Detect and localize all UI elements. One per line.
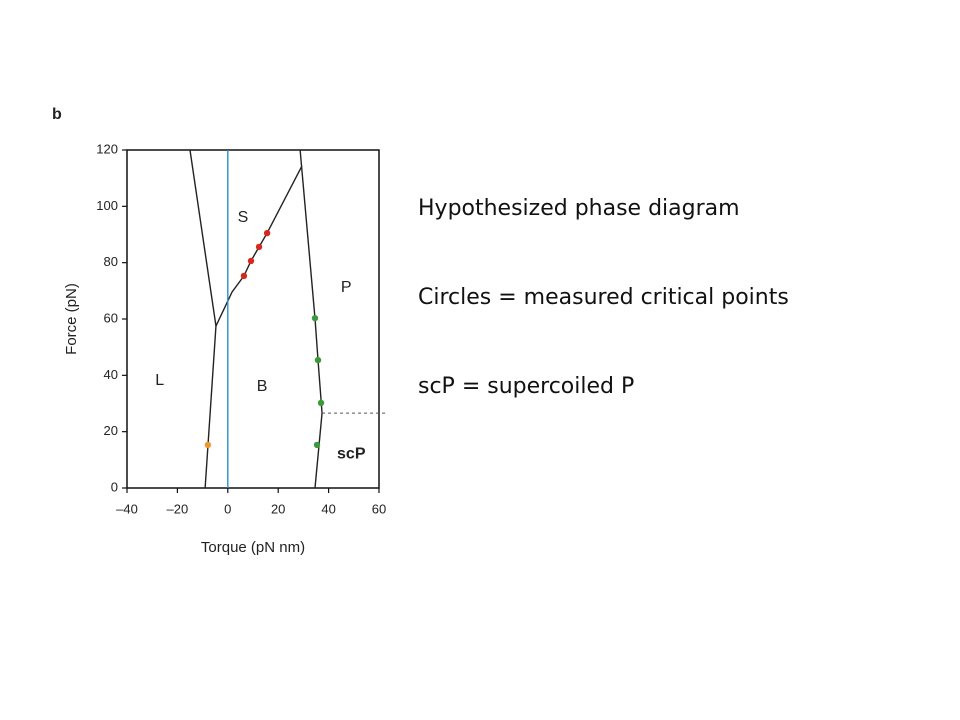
x-tick-label: –20 [167, 501, 189, 516]
critical-point [255, 243, 263, 251]
notes: Hypothesized phase diagram Circles = meas… [418, 196, 789, 463]
y-tick-label: 100 [96, 198, 118, 213]
critical-point [317, 399, 325, 407]
critical-point [263, 229, 271, 237]
x-tick-label: 20 [271, 501, 285, 516]
y-axis-label: Force (pN) [63, 283, 80, 355]
boundary-line [189, 149, 217, 489]
x-tick-label: 40 [321, 501, 335, 516]
critical-point [240, 272, 248, 280]
plot-frame [126, 149, 380, 489]
y-tick-label: 80 [104, 254, 118, 269]
region-label: B [257, 378, 268, 395]
y-tick-label: 40 [104, 367, 118, 382]
critical-point [247, 257, 255, 265]
region-label: P [341, 279, 352, 296]
x-tick-label: –40 [116, 501, 138, 516]
critical-point [204, 441, 212, 449]
x-axis-label: Torque (pN nm) [201, 539, 305, 556]
y-tick-label: 60 [104, 310, 118, 325]
y-tick-label: 120 [96, 141, 118, 156]
y-tick-label: 20 [104, 423, 118, 438]
region-label: scP [337, 445, 366, 462]
region-label: L [155, 372, 164, 389]
region-label: S [238, 209, 249, 226]
chart: b Torque (pN nm) Force (pN) –40 –20 0 20 40 6… [52, 106, 387, 556]
x-tick-label: 0 [224, 501, 231, 516]
y-tick-label: 0 [111, 479, 118, 494]
boundary-line [299, 149, 323, 489]
note-line: Circles = measured critical points [418, 285, 789, 310]
note-line: Hypothesized phase diagram [418, 196, 740, 221]
critical-point [313, 441, 321, 449]
x-tick-label: 60 [372, 501, 386, 516]
critical-point [311, 314, 319, 322]
note-line: scP = supercoiled P [418, 374, 635, 399]
panel-label: b [52, 106, 62, 123]
critical-point [314, 356, 322, 364]
